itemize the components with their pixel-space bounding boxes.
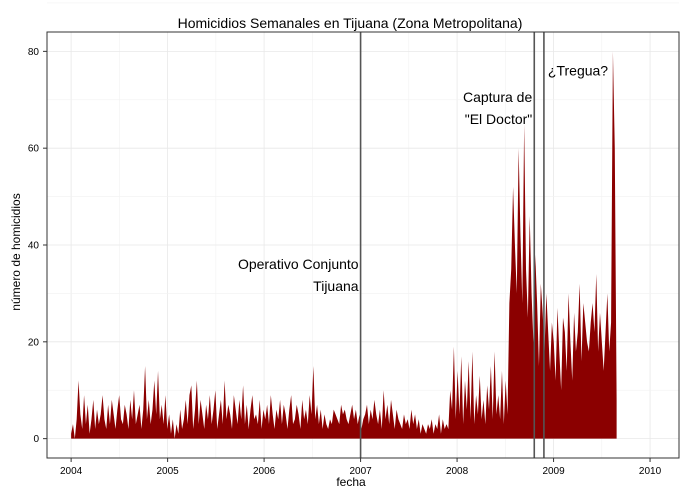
homicides-area bbox=[71, 51, 617, 439]
area-layer bbox=[71, 51, 617, 439]
event-lines: Operativo Conjunto Tijuana Captura de "El D… bbox=[238, 32, 608, 458]
tick-labels: 2004 2005 2006 2007 2008 2009 2010 0 20 40 60 80 bbox=[28, 47, 662, 477]
y-tick-label: 40 bbox=[28, 241, 40, 252]
x-tick-label: 2004 bbox=[60, 466, 83, 477]
event-label: Operativo Conjunto bbox=[238, 256, 359, 272]
x-tick-label: 2008 bbox=[446, 466, 469, 477]
x-tick-label: 2007 bbox=[349, 466, 372, 477]
x-axis-title: fecha bbox=[336, 475, 366, 489]
y-tick-label: 20 bbox=[28, 337, 40, 348]
x-tick-label: 2010 bbox=[639, 466, 662, 477]
y-axis-title: número de homicidios bbox=[9, 193, 23, 310]
y-tick-label: 60 bbox=[28, 144, 40, 155]
chart-title: Homicidios Semanales en Tijuana (Zona Me… bbox=[178, 15, 523, 31]
event-label: Tijuana bbox=[313, 278, 359, 294]
x-tick-label: 2009 bbox=[542, 466, 565, 477]
y-tick-label: 80 bbox=[28, 47, 40, 58]
y-tick-label: 0 bbox=[33, 434, 39, 445]
x-tick-label: 2005 bbox=[156, 466, 179, 477]
event-label: "El Doctor" bbox=[465, 111, 533, 127]
event-label: Captura de bbox=[463, 89, 532, 105]
x-tick-label: 2006 bbox=[253, 466, 276, 477]
event-label: ¿Tregua? bbox=[548, 63, 608, 79]
